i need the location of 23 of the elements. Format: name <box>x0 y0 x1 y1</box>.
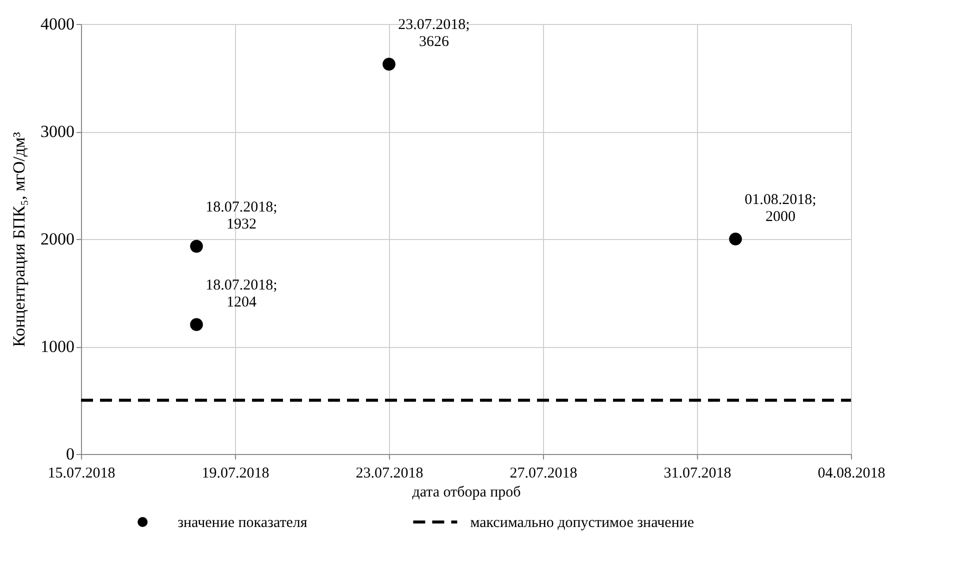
x-tick-label: 31.07.2018 <box>664 466 732 482</box>
x-tick-label: 23.07.2018 <box>356 466 424 482</box>
point <box>190 318 203 331</box>
y-tick-label: 0 <box>66 444 74 464</box>
x-tick-label: 19.07.2018 <box>202 466 270 482</box>
y-axis-title: Концентрация БПК₅, мгО/дм³ <box>10 132 28 347</box>
x-axis-title: дата отбора проб <box>412 484 522 500</box>
y-tick-label: 2000 <box>40 230 74 248</box>
data-label: 18.07.2018; 1932 <box>206 199 278 232</box>
point <box>382 58 396 71</box>
legend-label: максимально допустимое значение <box>470 515 694 531</box>
x-tick-label: 15.07.2018 <box>48 466 116 482</box>
legend-label: значение показателя <box>178 515 308 531</box>
data-label: 18.07.2018; 1204 <box>206 278 278 311</box>
point <box>729 232 742 246</box>
point <box>190 240 203 253</box>
y-tick-label: 4000 <box>40 14 74 34</box>
data-label: 23.07.2018; 3626 <box>398 17 470 50</box>
x-tick-label: 04.08.2018 <box>818 466 886 482</box>
data-label: 01.08.2018; 2000 <box>744 192 816 225</box>
y-tick-label: 1000 <box>40 337 74 356</box>
x-tick-label: 27.07.2018 <box>510 466 578 482</box>
y-tick-label: 3000 <box>40 122 74 141</box>
